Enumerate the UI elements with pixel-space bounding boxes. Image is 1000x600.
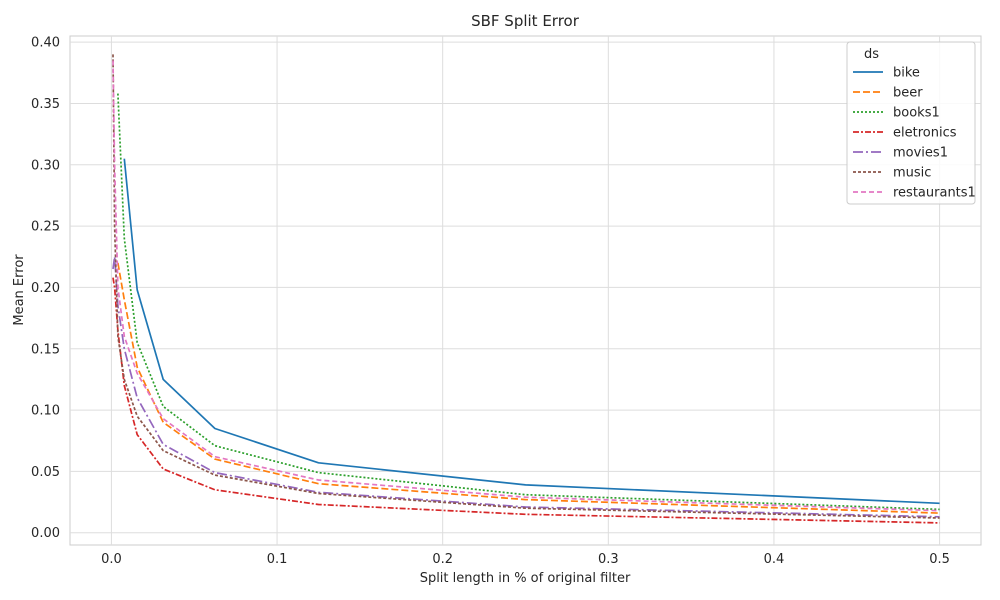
- legend-label-music: music: [893, 166, 931, 181]
- x-tick-label: 0.5: [929, 552, 950, 567]
- legend-label-beer: beer: [893, 86, 923, 101]
- y-tick-label: 0.35: [31, 97, 60, 112]
- series-line-books1: [117, 93, 940, 511]
- y-tick-label: 0.05: [31, 465, 60, 480]
- x-tick-label: 0.0: [101, 552, 122, 567]
- legend-box: [846, 41, 976, 205]
- x-tick-labels: 0.0 0.1 0.2 0.3 0.4 0.5: [101, 552, 950, 567]
- x-axis-label: Split length in % of original filter: [420, 571, 631, 586]
- legend-label-movies1: movies1: [893, 146, 948, 161]
- series-line-eletronics: [112, 277, 940, 524]
- series-line-restaurants1: [112, 60, 940, 512]
- x-tick-label: 0.2: [432, 552, 453, 567]
- series-lines: [112, 54, 940, 524]
- y-tick-label: 0.30: [31, 158, 60, 173]
- legend-items: bike beer books1 eletronics movies1 music rest…: [853, 66, 976, 201]
- y-tick-label: 0.10: [31, 404, 60, 419]
- x-tick-label: 0.3: [598, 552, 619, 567]
- legend: ds bike beer books1 eletronics movies1 music r…: [846, 41, 976, 205]
- legend-label-eletronics: eletronics: [893, 126, 957, 141]
- x-tick-label: 0.1: [267, 552, 288, 567]
- legend-title: ds: [864, 47, 879, 62]
- y-tick-label: 0.20: [31, 281, 60, 296]
- legend-label-books1: books1: [893, 106, 940, 121]
- y-tick-labels: 0.00 0.05 0.10 0.15 0.20 0.25 0.30 0.35 0.40: [31, 36, 60, 542]
- chart-title: SBF Split Error: [471, 12, 580, 30]
- x-tick-label: 0.4: [764, 552, 785, 567]
- y-tick-label: 0.40: [31, 36, 60, 51]
- series-line-music: [112, 54, 940, 519]
- legend-label-restaurants1: restaurants1: [893, 186, 976, 201]
- y-tick-label: 0.25: [31, 220, 60, 235]
- y-tick-label: 0.15: [31, 342, 60, 357]
- y-tick-label: 0.00: [31, 526, 60, 541]
- legend-label-bike: bike: [893, 66, 920, 81]
- y-axis-label: Mean Error: [12, 254, 27, 326]
- plot-frame: [69, 35, 982, 546]
- series-line-bike: [123, 158, 940, 505]
- plot-area: 0.0 0.1 0.2 0.3 0.4 0.5 0.000.050.100.150.200…: [31, 35, 982, 567]
